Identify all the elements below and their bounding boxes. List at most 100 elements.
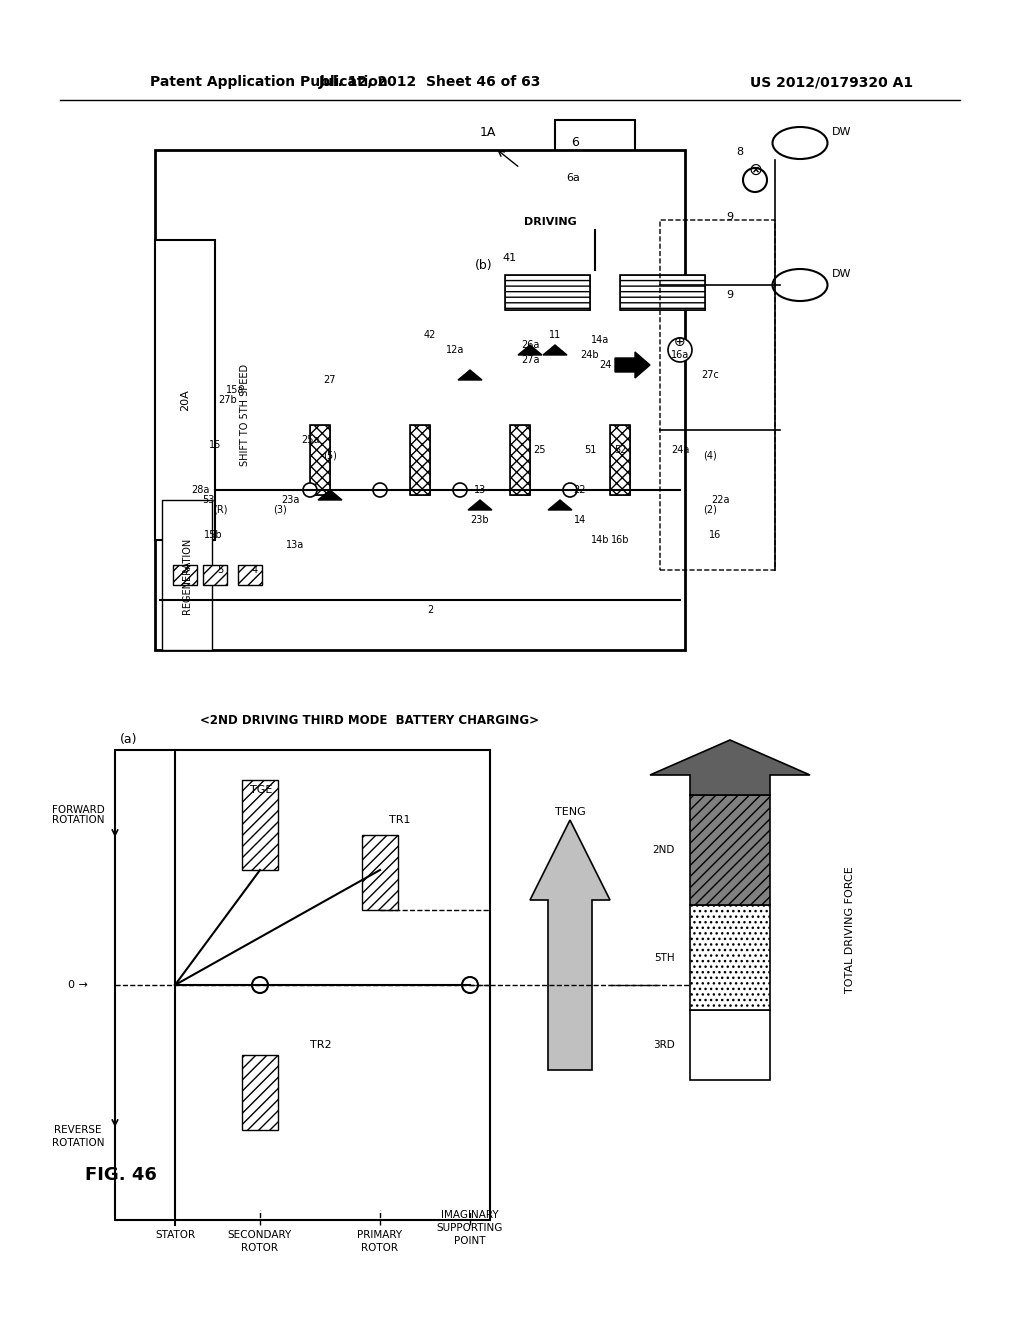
Text: STATOR: STATOR — [155, 1230, 195, 1239]
Polygon shape — [318, 490, 342, 500]
Text: (R): (R) — [213, 506, 227, 515]
Bar — [610, 425, 630, 495]
Circle shape — [563, 483, 577, 498]
Polygon shape — [458, 370, 482, 380]
Circle shape — [453, 483, 467, 498]
Text: REVERSE: REVERSE — [54, 1125, 101, 1135]
Text: Patent Application Publication: Patent Application Publication — [150, 75, 388, 88]
Text: ROTATION: ROTATION — [52, 814, 104, 825]
Text: 5: 5 — [217, 565, 223, 576]
Text: 28a: 28a — [190, 484, 209, 495]
Polygon shape — [530, 820, 610, 1071]
Text: 24b: 24b — [581, 350, 599, 360]
Text: DW: DW — [831, 127, 852, 137]
Text: ⊗: ⊗ — [749, 161, 762, 180]
Bar — [115, 750, 490, 1220]
Text: 16a: 16a — [671, 350, 689, 360]
Bar — [620, 275, 705, 310]
Text: 0 →: 0 → — [68, 979, 88, 990]
Bar — [690, 1010, 770, 1080]
Text: 12a: 12a — [445, 345, 464, 355]
Text: TENG: TENG — [555, 807, 586, 817]
Bar — [620, 275, 705, 310]
Text: US 2012/0179320 A1: US 2012/0179320 A1 — [750, 75, 913, 88]
Text: <2ND DRIVING THIRD MODE  BATTERY CHARGING>: <2ND DRIVING THIRD MODE BATTERY CHARGING… — [200, 714, 539, 726]
Ellipse shape — [772, 127, 827, 158]
Bar — [155, 150, 685, 649]
Bar — [203, 565, 227, 585]
Text: 6: 6 — [571, 136, 579, 149]
Text: 23b: 23b — [471, 515, 489, 525]
Polygon shape — [242, 1055, 278, 1130]
Text: DW: DW — [831, 269, 852, 279]
Polygon shape — [362, 836, 398, 909]
Text: 11: 11 — [549, 330, 561, 341]
Text: 16: 16 — [709, 531, 721, 540]
Bar — [310, 425, 330, 495]
Text: FIG. 46: FIG. 46 — [85, 1166, 157, 1184]
Bar — [155, 240, 215, 540]
Text: (3): (3) — [273, 506, 287, 515]
Text: 22a: 22a — [711, 495, 729, 506]
Text: DRIVING: DRIVING — [523, 216, 577, 227]
Circle shape — [252, 977, 268, 993]
Text: TR2: TR2 — [310, 1040, 332, 1049]
Text: 14: 14 — [573, 515, 586, 525]
Text: 27: 27 — [324, 375, 336, 385]
Polygon shape — [543, 345, 567, 355]
Bar — [690, 906, 770, 1010]
Bar — [505, 275, 590, 310]
Text: FORWARD: FORWARD — [51, 805, 104, 814]
Text: SUPPORTING: SUPPORTING — [437, 1224, 503, 1233]
Text: 41: 41 — [502, 253, 516, 263]
Bar — [310, 425, 330, 495]
Text: 15: 15 — [209, 440, 221, 450]
Bar — [510, 425, 530, 495]
Text: 13a: 13a — [286, 540, 304, 550]
Text: 6a: 6a — [566, 173, 580, 183]
Bar — [555, 120, 635, 176]
Text: SHIFT TO 5TH SPEED: SHIFT TO 5TH SPEED — [240, 364, 250, 466]
Text: 9: 9 — [726, 213, 733, 222]
Polygon shape — [518, 345, 542, 355]
Text: (4): (4) — [703, 450, 717, 459]
Text: TOTAL DRIVING FORCE: TOTAL DRIVING FORCE — [845, 867, 855, 994]
Text: 26a: 26a — [521, 341, 540, 350]
Text: ROTOR: ROTOR — [242, 1243, 279, 1253]
Text: 15b: 15b — [204, 531, 222, 540]
Text: TR1: TR1 — [389, 814, 411, 825]
Text: 5TH: 5TH — [654, 953, 675, 964]
Text: 9: 9 — [726, 290, 733, 300]
Text: REGENERATION: REGENERATION — [182, 537, 193, 614]
Bar — [410, 425, 430, 495]
Bar — [203, 565, 227, 585]
Bar — [238, 565, 262, 585]
Text: (a): (a) — [120, 734, 137, 747]
Text: 4: 4 — [252, 565, 258, 576]
Text: 16b: 16b — [610, 535, 630, 545]
Text: SECONDARY: SECONDARY — [228, 1230, 292, 1239]
Text: ROTOR: ROTOR — [361, 1243, 398, 1253]
Bar — [173, 565, 197, 585]
Text: 53: 53 — [202, 495, 214, 506]
Bar — [238, 565, 262, 585]
Text: 3RD: 3RD — [653, 1040, 675, 1049]
Bar — [505, 275, 590, 310]
Circle shape — [743, 168, 767, 191]
Text: 25: 25 — [534, 445, 546, 455]
Text: 52: 52 — [613, 445, 627, 455]
Circle shape — [373, 483, 387, 498]
Text: 3: 3 — [182, 565, 188, 576]
Bar — [173, 565, 197, 585]
Text: 15a: 15a — [226, 385, 244, 395]
Text: 2ND: 2ND — [652, 845, 675, 855]
Text: 24a: 24a — [671, 445, 689, 455]
Text: 25a: 25a — [301, 436, 319, 445]
Polygon shape — [548, 500, 572, 510]
Bar — [610, 425, 630, 495]
Text: ROTATION: ROTATION — [52, 1138, 104, 1148]
Circle shape — [668, 338, 692, 362]
Polygon shape — [650, 741, 810, 795]
Text: 51: 51 — [584, 445, 596, 455]
Text: POINT: POINT — [455, 1236, 485, 1246]
